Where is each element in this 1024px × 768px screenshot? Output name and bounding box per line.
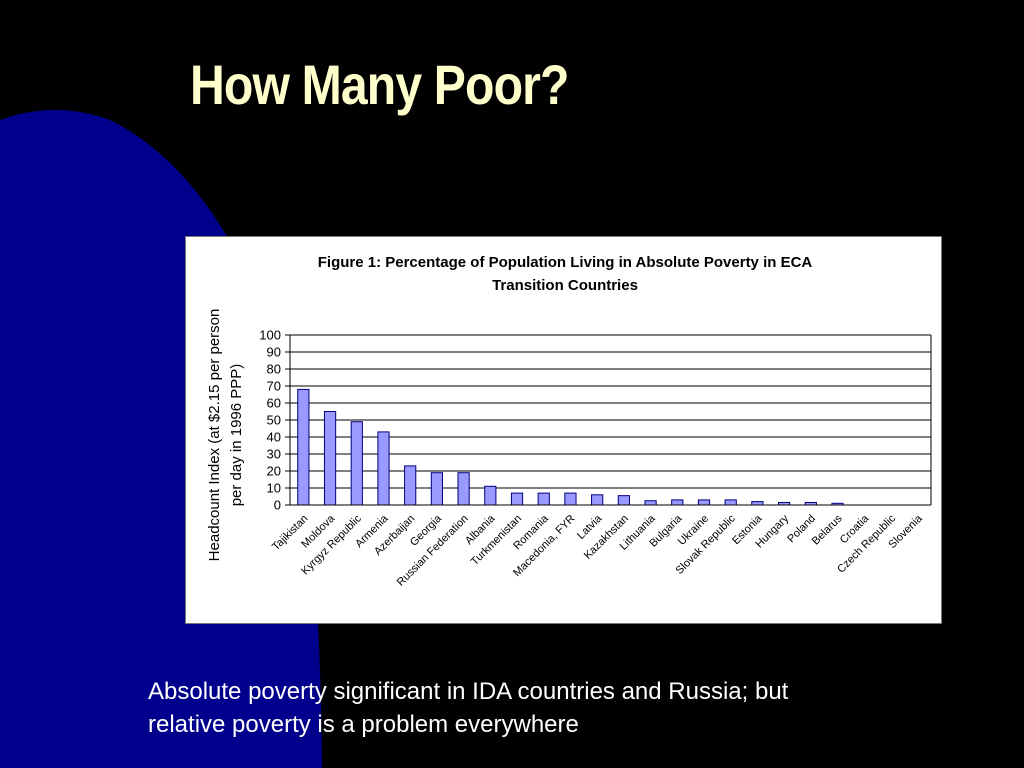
slide-title: How Many Poor?: [190, 53, 569, 116]
bar-12: [617, 495, 630, 506]
bar-4: [404, 465, 417, 506]
slide-caption: Absolute poverty significant in IDA coun…: [148, 675, 968, 741]
y-tick-label-80: 80: [267, 362, 281, 377]
y-axis-label: Headcount Index (at $2.15 per person per…: [206, 309, 245, 562]
bar-7: [484, 485, 497, 506]
bar-15: [697, 499, 711, 506]
y-tick-label-70: 70: [267, 379, 281, 394]
bar-chart: Figure 1: Percentage of Population Livin…: [206, 254, 932, 589]
axes: [289, 335, 932, 506]
y-tick-label-40: 40: [267, 430, 281, 445]
y-axis-label-line-1: Headcount Index (at $2.15 per person: [206, 309, 223, 562]
bar-16: [724, 499, 737, 506]
bar-3: [377, 431, 390, 506]
y-tick-label-20: 20: [267, 464, 281, 479]
bars: [297, 388, 844, 506]
y-tick-label-100: 100: [259, 328, 281, 343]
y-tick-label-50: 50: [267, 413, 281, 428]
chart-title-line-2: Transition Countries: [492, 277, 638, 294]
bar-17: [751, 501, 764, 506]
gridlines: [285, 334, 931, 506]
chart-panel: Figure 1: Percentage of Population Livin…: [185, 236, 942, 624]
bar-13: [644, 500, 657, 506]
bar-0: [297, 388, 310, 506]
bar-2: [350, 421, 363, 506]
x-tick-label-20: Belarus: [810, 512, 845, 547]
bar-6: [457, 472, 470, 506]
bar-10: [564, 492, 577, 506]
y-tick-label-0: 0: [274, 498, 281, 513]
bar-9: [537, 492, 550, 506]
caption-line-1: Absolute poverty significant in IDA coun…: [148, 678, 789, 705]
bar-14: [671, 499, 684, 506]
bar-11: [591, 494, 604, 506]
y-tick-label-30: 30: [267, 447, 281, 462]
bar-5: [430, 472, 444, 506]
y-tick-label-60: 60: [267, 396, 281, 411]
y-tick-label-10: 10: [267, 481, 281, 496]
y-axis-label-line-2: per day in 1996 PPP): [228, 364, 245, 507]
y-tick-labels: 0 10 20 30 40 50 60 70 80 90 100: [259, 328, 281, 513]
bar-1: [323, 411, 337, 506]
caption-line-2: relative poverty is a problem everywhere: [148, 711, 579, 738]
y-tick-label-90: 90: [267, 345, 281, 360]
bar-8: [510, 492, 524, 506]
chart-title-line-1: Figure 1: Percentage of Population Livin…: [318, 254, 813, 271]
